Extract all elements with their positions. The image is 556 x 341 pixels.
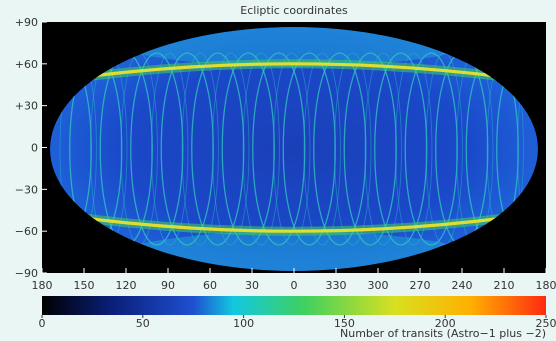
scan-path-arc	[313, 52, 367, 246]
colorbar-tick-label: 100	[233, 317, 254, 330]
lon-tick-label: 270	[410, 279, 431, 292]
lon-tick-label: 330	[326, 279, 347, 292]
lat-tick-label: −60	[15, 225, 38, 238]
lon-tick-label: 180	[536, 279, 556, 292]
chart-title: Ecliptic coordinates	[240, 4, 348, 17]
scan-path-arc	[151, 52, 189, 246]
colorbar-tick-label: 50	[136, 317, 150, 330]
bright-band	[69, 62, 519, 81]
scan-path-arc	[273, 52, 311, 246]
colorbar-tick-label: 150	[334, 317, 355, 330]
lon-tick-label: 210	[494, 279, 515, 292]
lon-tick-label: 240	[452, 279, 473, 292]
scan-path-arc	[191, 52, 245, 246]
scan-path-arc	[395, 52, 433, 246]
lon-tick-label: 180	[32, 279, 53, 292]
scan-path-arc	[242, 52, 280, 246]
colorbar-label: Number of transits (Astro−1 plus −2)	[340, 327, 546, 340]
lon-tick-label: 60	[203, 279, 217, 292]
lon-tick-label: 300	[368, 279, 389, 292]
colorbar-tick-label: 200	[435, 317, 456, 330]
lat-tick-label: +30	[15, 100, 38, 113]
lon-tick-label: 120	[116, 279, 137, 292]
lat-tick-label: −90	[15, 267, 38, 280]
colorbar	[42, 296, 546, 315]
scan-path-arc	[343, 52, 397, 246]
scan-path-arc	[221, 52, 275, 246]
lat-tick-label: 0	[31, 142, 38, 155]
south-polar-region	[84, 231, 504, 271]
bright-band	[69, 214, 519, 233]
sky-map	[50, 27, 538, 271]
scan-path-arc	[364, 52, 402, 246]
scan-path-arc	[130, 52, 184, 246]
scan-path-arc	[181, 52, 219, 246]
north-polar-region	[84, 27, 504, 67]
lon-tick-label: 0	[291, 279, 298, 292]
scan-path-arc	[404, 52, 458, 246]
scan-path-arc	[303, 52, 341, 246]
lon-tick-label: 30	[245, 279, 259, 292]
scan-path-arc	[212, 52, 250, 246]
colorbar-tick-label: 0	[39, 317, 46, 330]
scan-path-arc	[425, 52, 463, 246]
scan-path-arc	[374, 52, 428, 246]
scan-path-arc	[252, 52, 306, 246]
lat-tick-label: +60	[15, 58, 38, 71]
lat-tick-label: +90	[15, 16, 38, 29]
scan-path-arc	[160, 52, 214, 246]
scan-path-arc	[334, 52, 372, 246]
lon-tick-label: 90	[161, 279, 175, 292]
sky-ellipse	[50, 27, 538, 271]
lon-tick-label: 150	[74, 279, 95, 292]
scan-path-arc	[282, 52, 336, 246]
lat-tick-label: −30	[15, 183, 38, 196]
colorbar-tick-label: 250	[536, 317, 556, 330]
